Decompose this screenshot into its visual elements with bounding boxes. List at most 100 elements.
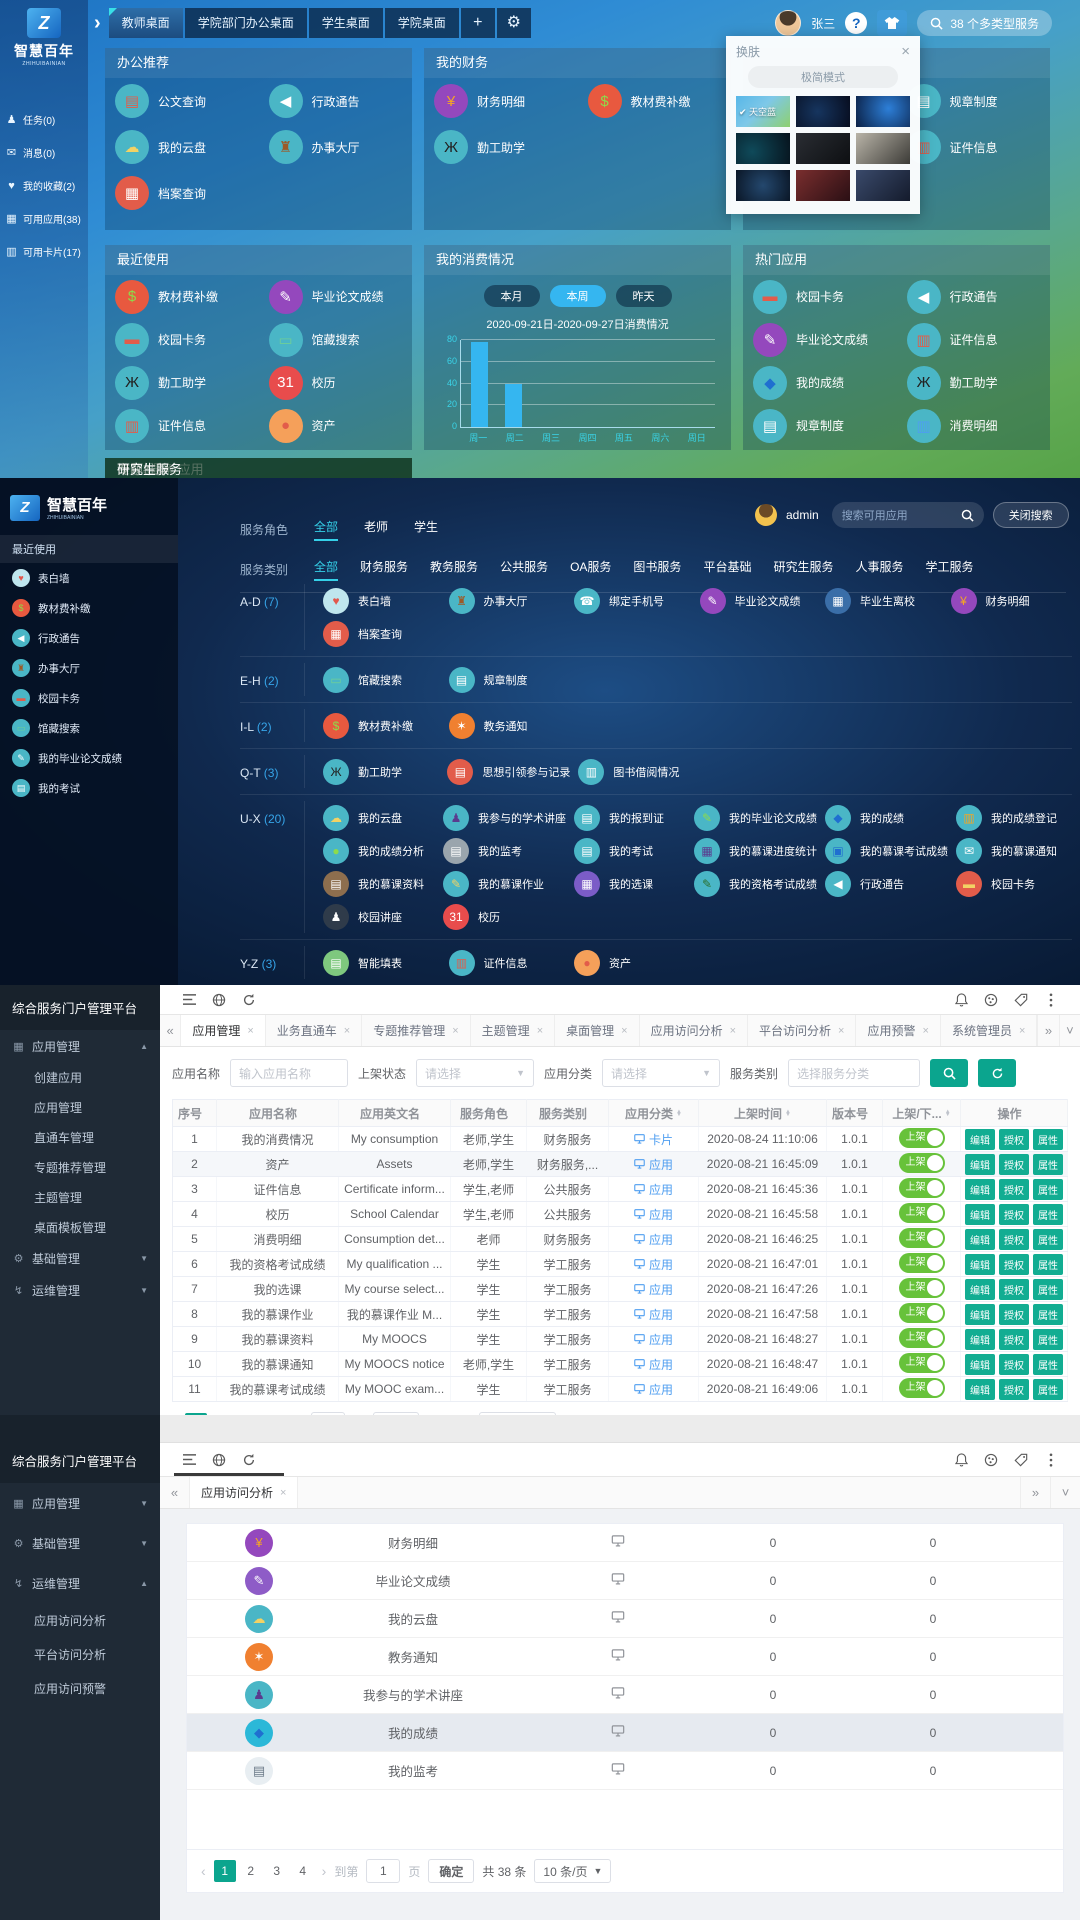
category-link[interactable]: 应用 — [634, 1156, 673, 1173]
property-button[interactable]: 属性 — [1033, 1128, 1063, 1150]
sort-icon[interactable]: ▲ ▼ — [785, 1109, 791, 1119]
app-shortcut[interactable]: ♜ 办事大厅 — [445, 584, 571, 617]
simple-mode-button[interactable]: 极简模式 — [748, 66, 898, 88]
app-shortcut[interactable]: ▦ 档案查询 — [105, 170, 259, 216]
category-link[interactable]: 应用 — [634, 1181, 673, 1198]
app-shortcut[interactable]: ▭ 馆藏搜索 — [319, 663, 445, 696]
skin-thumbnail[interactable] — [796, 96, 850, 127]
app-shortcut[interactable]: ▦ 我的选课 — [570, 867, 690, 900]
app-shortcut[interactable]: ♟ 校园讲座 — [319, 900, 439, 933]
app-shortcut[interactable]: ◆ 我的成绩 — [743, 361, 897, 404]
admin-tab[interactable]: 平台访问分析 × — [748, 1015, 857, 1046]
authorize-button[interactable]: 授权 — [999, 1178, 1029, 1200]
app-shortcut[interactable]: $ 教材费补缴 — [578, 78, 732, 124]
app-short cut[interactable]: ✎ 毕业论文成绩 — [259, 275, 413, 318]
theme-icon[interactable] — [976, 993, 1006, 1007]
admin-nav-item[interactable]: 平台访问分析 — [0, 1637, 160, 1671]
app-shortcut[interactable]: Ж 勤工助学 — [897, 361, 1051, 404]
property-button[interactable]: 属性 — [1033, 1328, 1063, 1350]
tab-close-icon[interactable]: × — [1018, 1024, 1026, 1037]
search-button[interactable] — [930, 1059, 969, 1087]
shelf-toggle[interactable]: 上架 — [898, 1227, 945, 1248]
app-shortcut[interactable]: ▤ 规章制度 — [445, 663, 571, 696]
recent-app-item[interactable]: ♥ 表白墙 — [0, 563, 178, 593]
app-shortcut[interactable]: ▥ 证件信息 — [445, 946, 571, 979]
skin-thumbnail[interactable] — [736, 170, 790, 201]
theme-icon[interactable] — [976, 1453, 1006, 1467]
admin-tab[interactable]: 应用管理 × — [181, 1015, 266, 1046]
shelf-toggle[interactable]: 上架 — [898, 1202, 945, 1223]
menu-collapse-icon[interactable] — [174, 993, 204, 1006]
authorize-button[interactable]: 授权 — [999, 1253, 1029, 1275]
app-shortcut[interactable]: ▦ 档案查询 — [319, 617, 445, 650]
app-short cut[interactable]: ▥ 证件信息 — [105, 404, 259, 447]
app-shortcut[interactable]: ▥ 图书借阅情况 — [574, 755, 698, 788]
edit-button[interactable]: 编辑 — [965, 1303, 995, 1325]
shelf-state-select[interactable]: 请选择 ▼ — [416, 1059, 535, 1087]
tag-icon[interactable] — [1006, 993, 1036, 1007]
app-shortcut[interactable]: ◀ 行政通告 — [259, 78, 413, 124]
table-row[interactable]: 4 校历 School Calendar 学生,老师 公共服务 应用 2020-… — [172, 1201, 1068, 1227]
next-page[interactable]: › — [321, 1863, 327, 1879]
admin-nav-item[interactable]: 直通车管理 — [0, 1122, 160, 1152]
shelf-toggle[interactable]: 上架 — [898, 1377, 945, 1398]
app-shortcut[interactable]: ☎ 绑定手机号 — [570, 584, 696, 617]
authorize-button[interactable]: 授权 — [999, 1128, 1029, 1150]
desktop-settings-button[interactable]: ⚙ — [496, 8, 531, 38]
tabs-scroll-left[interactable]: « — [160, 1477, 190, 1508]
admin-nav-item[interactable]: ▦ 应用管理 ▲ — [0, 1030, 160, 1062]
edit-button[interactable]: 编辑 — [965, 1153, 995, 1175]
page-number[interactable]: 1 — [184, 1413, 207, 1415]
admin-nav-item[interactable]: ↯ 运维管理 ▼ — [0, 1274, 160, 1306]
app-shortcut[interactable]: ◀ 行政通告 — [897, 275, 1051, 318]
chevron-right-icon[interactable]: › — [94, 12, 101, 34]
admin-tab[interactable]: 主题管理 × — [471, 1015, 556, 1046]
app-shortcut[interactable]: ✉ 我的慕课通知 — [952, 834, 1072, 867]
analysis-row[interactable]: ◆ 我的成绩 0 0 — [187, 1714, 1063, 1752]
type-filter-option[interactable]: 教务服务 — [430, 560, 479, 574]
confirm-button[interactable]: 确定 — [428, 1859, 475, 1883]
goto-page-input[interactable]: 1 — [311, 1412, 346, 1415]
close-search-button[interactable]: 关闭搜索 — [992, 502, 1069, 528]
category-link[interactable]: 应用 — [634, 1331, 673, 1348]
property-button[interactable]: 属性 — [1033, 1178, 1063, 1200]
app-shortcut[interactable]: Ж 勤工助学 — [319, 755, 443, 788]
app-shortcut[interactable]: ▦ 我的慕课进度统计 — [690, 834, 821, 867]
globe-icon[interactable] — [204, 1453, 234, 1467]
app-shortcut[interactable]: ▤ 我的考试 — [570, 834, 690, 867]
edit-button[interactable]: 编辑 — [965, 1128, 995, 1150]
role-filter-option[interactable]: 老师 — [364, 520, 389, 534]
admin-tab[interactable]: 应用预警 × — [856, 1015, 941, 1046]
globe-icon[interactable] — [204, 993, 234, 1007]
app-shortcut[interactable]: ▤ 公文查询 — [105, 78, 259, 124]
skin-thumbnail[interactable] — [856, 96, 910, 127]
shelf-toggle[interactable]: 上架 — [898, 1127, 945, 1148]
shelf-toggle[interactable]: 上架 — [898, 1352, 945, 1373]
table-row[interactable]: 8 我的慕课作业 我的慕课作业 M... 学生 学工服务 应用 2020-08-… — [172, 1301, 1068, 1327]
app-shortcut[interactable]: ✎ 我的资格考试成绩 — [690, 867, 821, 900]
property-button[interactable]: 属性 — [1033, 1278, 1063, 1300]
category-link[interactable]: 应用 — [634, 1206, 673, 1223]
page-number[interactable]: 2 — [247, 1864, 255, 1878]
shelf-toggle[interactable]: 上架 — [898, 1302, 945, 1323]
menu-collapse-icon[interactable] — [174, 1453, 204, 1466]
recent-app-item[interactable]: ▭ 馆藏搜索 — [0, 713, 178, 743]
app-shortcut[interactable]: ▤ 规章制度 — [743, 404, 897, 447]
refresh-button[interactable] — [978, 1059, 1017, 1087]
sidebar-menu-item[interactable]: ✉ 消息(0) — [0, 136, 88, 169]
type-filter-option[interactable]: OA服务 — [570, 560, 612, 574]
category-link[interactable]: 应用 — [634, 1306, 673, 1323]
kebab-menu-icon[interactable] — [1036, 1452, 1066, 1467]
type-filter-option[interactable]: 平台基础 — [703, 560, 752, 574]
tabs-scroll-right[interactable]: » — [1037, 1015, 1058, 1046]
category-link[interactable]: 卡片 — [634, 1131, 673, 1148]
tab-close-icon[interactable]: × — [536, 1024, 544, 1037]
tabs-collapse[interactable]: ˅ — [1058, 1015, 1080, 1046]
admin-tab[interactable]: 业务直通车 × — [266, 1015, 363, 1046]
table-header-cell[interactable]: 版本号▲▼ — [826, 1099, 883, 1127]
recent-app-item[interactable]: ◀ 行政通告 — [0, 623, 178, 653]
admin-nav-item[interactable]: 桌面模板管理 — [0, 1212, 160, 1242]
desktop-tab[interactable]: 学生桌面 — [308, 8, 383, 38]
authorize-button[interactable]: 授权 — [999, 1278, 1029, 1300]
refresh-icon[interactable] — [234, 1453, 264, 1467]
